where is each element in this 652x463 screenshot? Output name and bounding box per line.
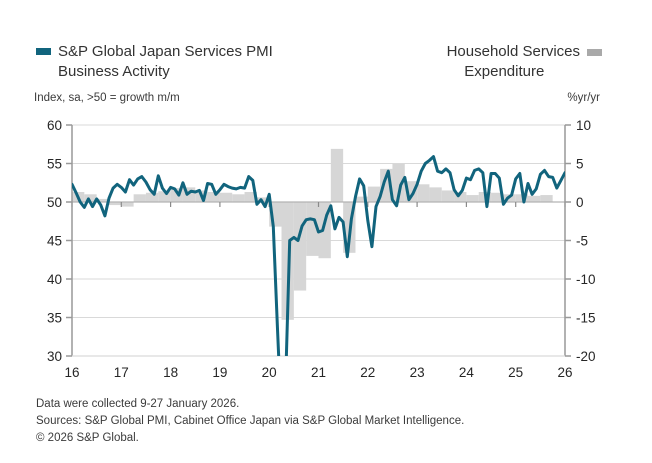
expenditure-bar-legend-marker-icon — [587, 48, 602, 56]
expenditure-bar — [306, 202, 319, 256]
footnote-sources: Sources: S&P Global PMI, Cabinet Office … — [36, 415, 465, 427]
expenditure-bar — [244, 191, 257, 202]
expenditure-bar — [207, 191, 220, 202]
expenditure-bar — [441, 190, 455, 202]
x-axis-label: 24 — [459, 365, 475, 380]
expenditure-bar — [158, 191, 171, 202]
right-axis-label: 0 — [576, 195, 584, 210]
right-axis-label: -10 — [576, 272, 596, 287]
expenditure-bar — [528, 195, 541, 202]
left-axis-label: 30 — [47, 349, 62, 364]
right-axis-label: -5 — [576, 234, 588, 249]
left-axis-subtitle: Index, sa, >50 = growth m/m — [34, 92, 180, 104]
x-axis-label: 22 — [360, 365, 375, 380]
expenditure-bar — [108, 202, 122, 206]
right-axis-subtitle: %yr/yr — [567, 92, 600, 104]
left-axis-label: 60 — [47, 118, 62, 133]
left-axis-label: 40 — [47, 272, 62, 287]
legend-pmi: S&P Global Japan Services PMI Business A… — [36, 42, 273, 82]
expenditure-bar — [219, 192, 233, 202]
footnote-copyright: © 2026 S&P Global. — [36, 432, 139, 444]
left-axis-label: 50 — [47, 195, 62, 210]
chart-footnotes: Data were collected 9-27 January 2026. S… — [36, 396, 464, 447]
x-axis-label: 21 — [311, 365, 326, 380]
pmi-line-legend-marker-icon — [36, 48, 51, 55]
legend-expenditure: Household Services Expenditure — [447, 42, 602, 82]
left-axis-label: 55 — [47, 157, 62, 172]
x-axis-label: 19 — [212, 365, 227, 380]
expenditure-bar — [429, 187, 442, 202]
x-axis-label: 18 — [163, 365, 178, 380]
expenditure-bar — [491, 192, 504, 202]
right-axis-label: -20 — [576, 349, 596, 364]
x-axis-label: 25 — [508, 365, 523, 380]
expenditure-bar — [454, 191, 467, 202]
expenditure-bar — [330, 148, 344, 202]
expenditure-bar — [145, 192, 159, 202]
expenditure-bar — [121, 202, 134, 207]
expenditure-bar — [232, 194, 245, 202]
right-axis-label: 10 — [576, 118, 591, 133]
expenditure-bar — [540, 195, 553, 202]
x-axis-label: 17 — [114, 365, 129, 380]
x-axis-label: 23 — [410, 365, 425, 380]
left-axis-label: 45 — [47, 234, 62, 249]
right-axis-label: 5 — [576, 157, 584, 172]
expenditure-bar — [392, 163, 405, 202]
expenditure-bar — [355, 196, 368, 202]
footnote-collection-period: Data were collected 9-27 January 2026. — [36, 398, 240, 410]
x-axis-label: 20 — [262, 365, 277, 380]
expenditure-bar — [417, 184, 430, 202]
expenditure-bar — [256, 197, 270, 202]
pmi-legend-line1: S&P Global Japan Services PMI — [58, 43, 273, 60]
expenditure-bar — [293, 202, 307, 291]
expenditure-legend-line2: Expenditure — [464, 63, 545, 80]
expenditure-bar — [133, 194, 146, 202]
pmi-legend-line2: Business Activity — [58, 63, 170, 80]
expenditure-bar — [96, 198, 109, 202]
expenditure-bar — [367, 186, 381, 202]
pmi-line — [72, 155, 565, 356]
expenditure-bar — [466, 195, 479, 202]
x-axis-label: 26 — [557, 365, 572, 380]
left-axis-label: 35 — [47, 311, 62, 326]
right-axis-label: -15 — [576, 311, 596, 326]
expenditure-legend-line1: Household Services — [446, 43, 580, 60]
expenditure-bar — [84, 194, 97, 202]
x-axis-label: 16 — [64, 365, 79, 380]
